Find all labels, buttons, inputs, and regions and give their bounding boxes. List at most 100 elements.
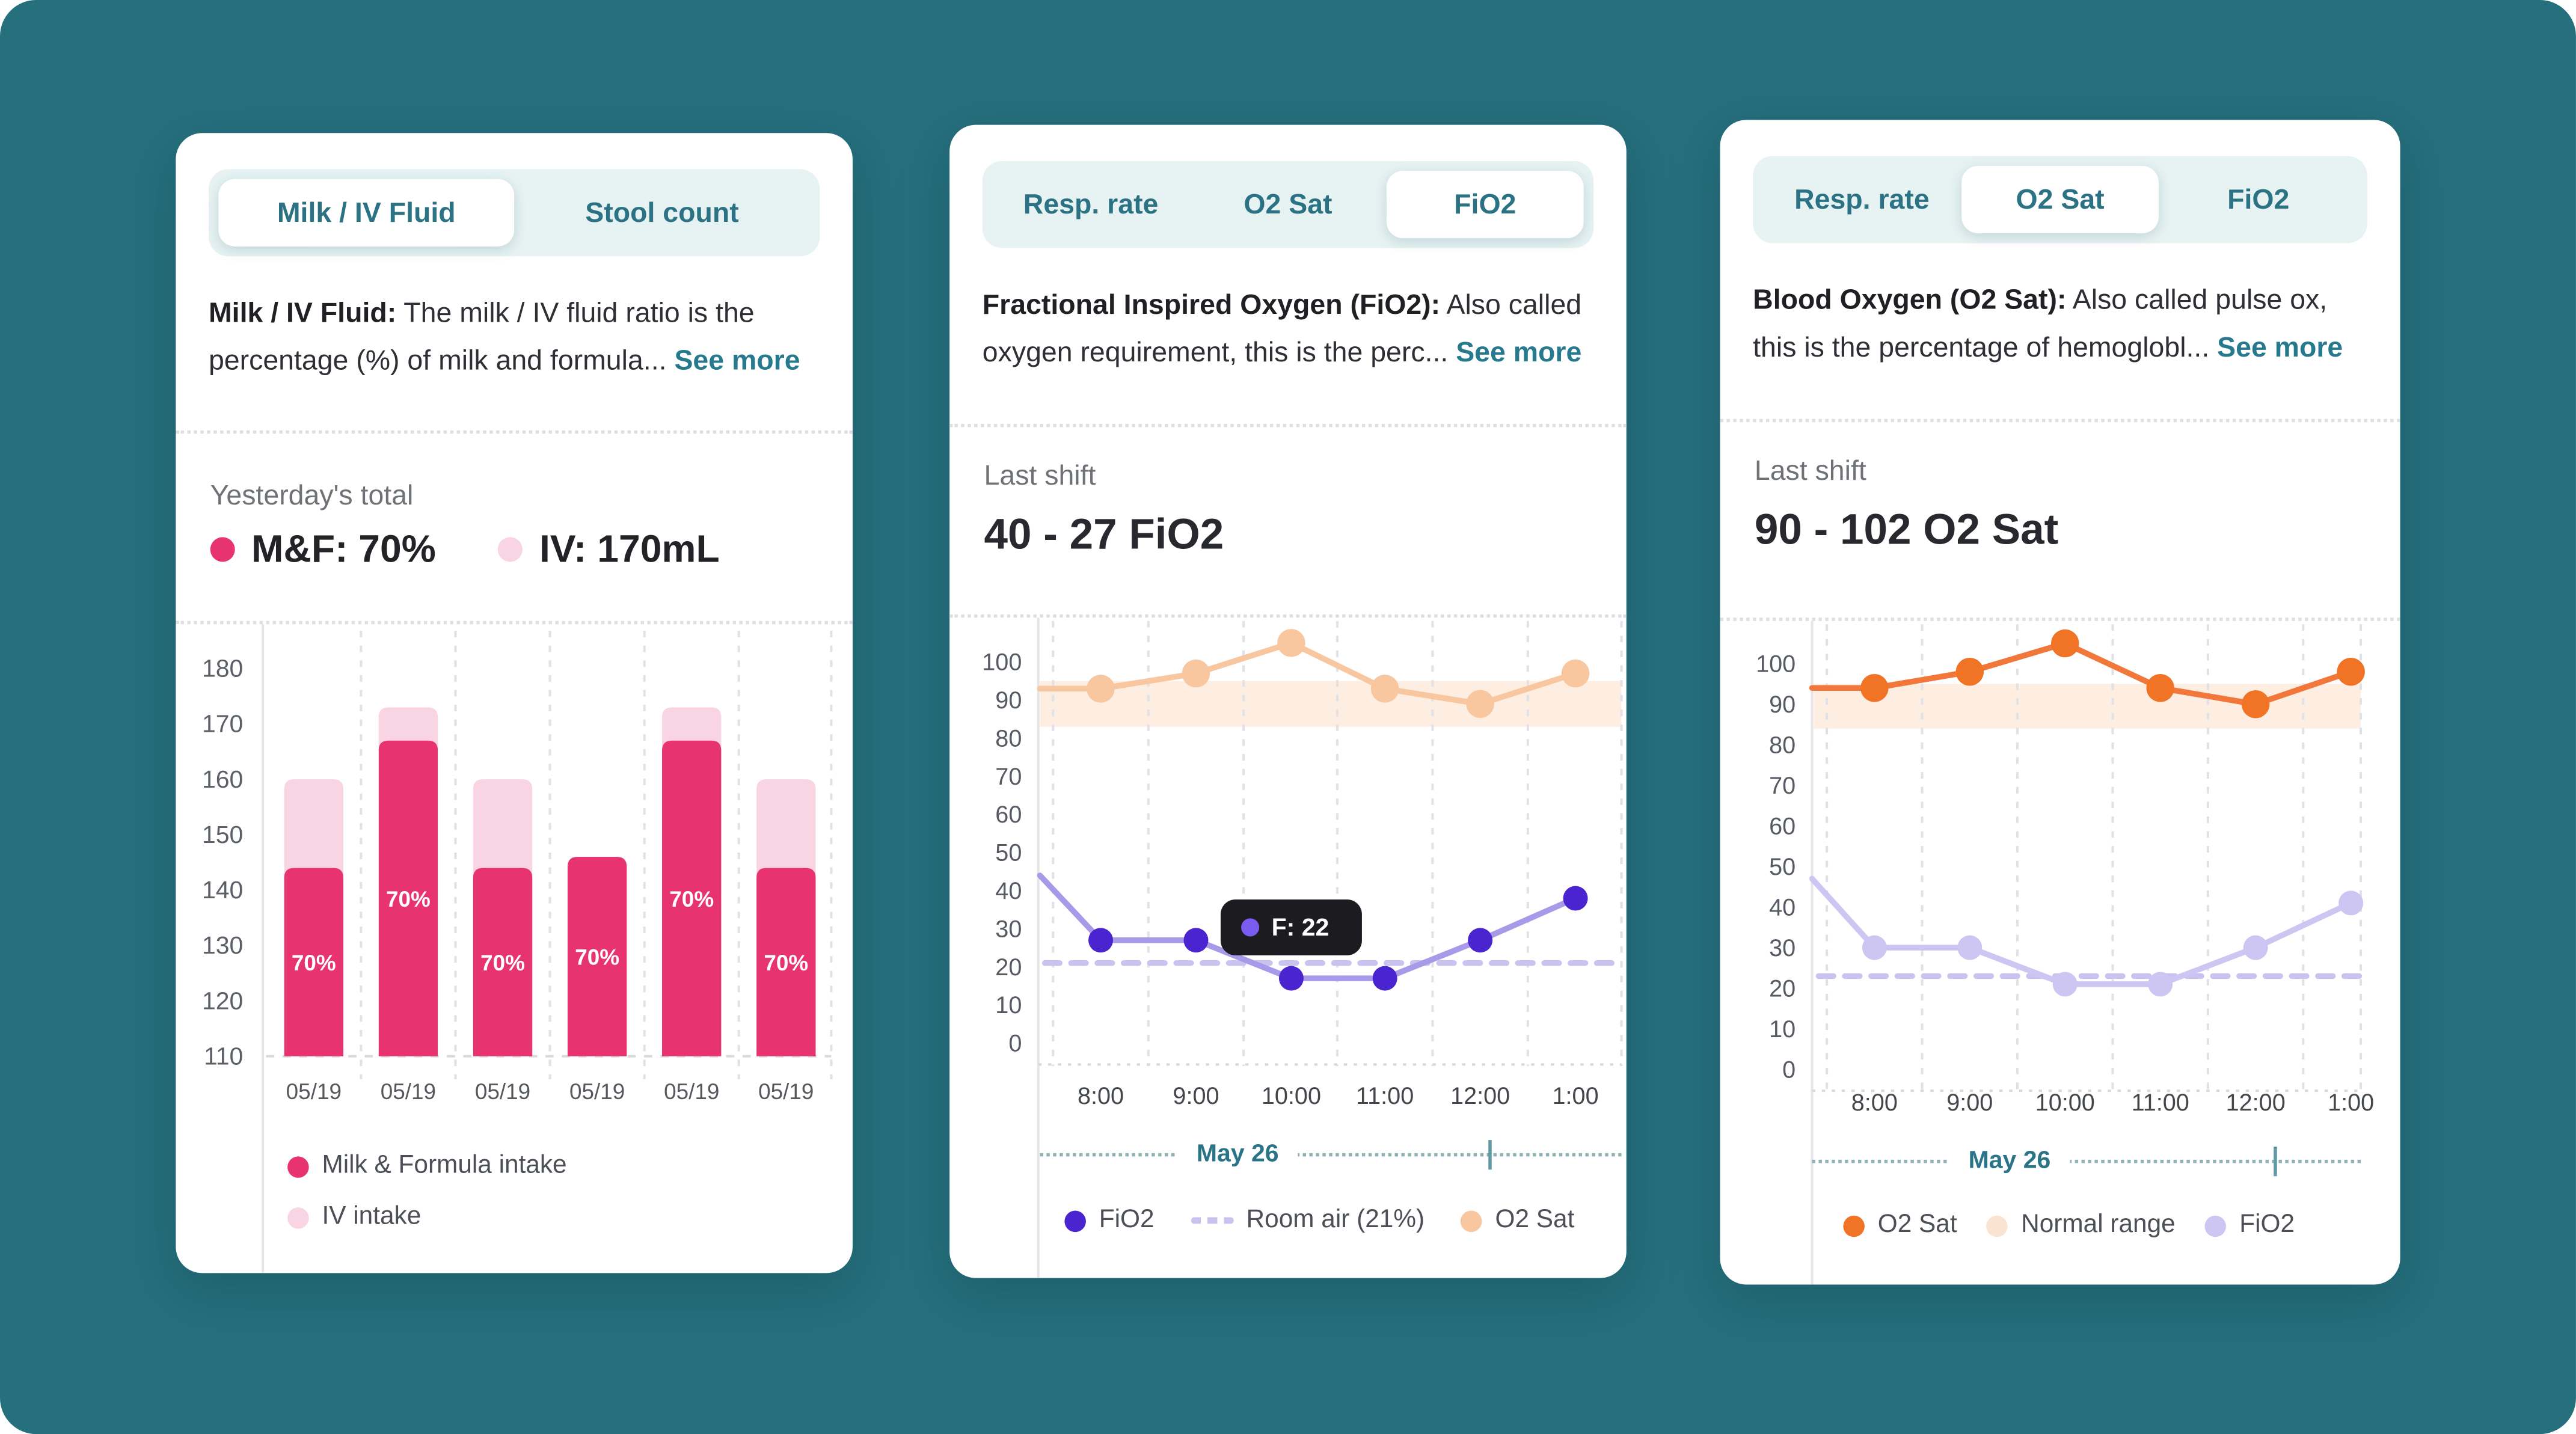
legend-item: FiO2 [1064,1206,1155,1235]
svg-text:70%: 70% [764,951,808,975]
iv-bar-segment [473,779,533,878]
iv-bar-segment [662,707,722,751]
legend-item: Normal range [1986,1210,2176,1240]
legend-item: O2 Sat [1461,1206,1574,1235]
o2sat-description: Blood Oxygen (O2 Sat): Also called pulse… [1753,278,2370,372]
date-timeline: May 26 [1040,1138,1622,1171]
legend-label: FiO2 [2239,1210,2295,1239]
svg-text:05/19: 05/19 [758,1079,814,1104]
timeline-dotted-line [1040,1153,1622,1157]
card-milk-iv-fluid: 110 120 130 140 150 160 170 180 70% 70% 70% 70% 70% 7… [176,133,853,1273]
bars: 70% 70% 70% 70% 70% 70% [284,707,816,1056]
tab-fio2[interactable]: FiO2 [2227,183,2290,215]
fio2-chart-legend: FiO2 Room air (21%) O2 Sat [1064,1206,1574,1235]
mf-bar-segment [662,740,722,1056]
legend-label: IV intake [322,1202,422,1231]
series-O2-Sat [1037,629,1590,718]
see-more-link[interactable]: See more [674,344,800,376]
mf-bar-segment [567,857,627,1056]
svg-text:80: 80 [1769,732,1796,758]
svg-text:140: 140 [202,876,243,904]
svg-text:12:00: 12:00 [1450,1083,1510,1109]
series-FiO2 [1037,872,1588,991]
description-lead: Fractional Inspired Oxygen (FiO2): [982,289,1441,320]
svg-text:70%: 70% [292,951,336,975]
legend-label: O2 Sat [1495,1206,1575,1234]
o2sat-line-chart[interactable]: 0 10 20 30 40 50 60 70 80 90 100 8:00 9:00 10:00 11:00… [1720,120,2400,1285]
tab-resp-rate[interactable]: Resp. rate [1023,188,1159,219]
svg-text:70: 70 [1769,773,1796,799]
iv-intake-dot-icon [287,1206,309,1228]
svg-text:10:00: 10:00 [1262,1083,1321,1109]
svg-text:40: 40 [995,878,1022,904]
gridlines [1826,624,2363,1092]
gridlines [1052,620,1623,1067]
svg-text:110: 110 [204,1042,243,1070]
svg-text:0: 0 [1008,1031,1022,1057]
see-more-link[interactable]: See more [2217,331,2343,363]
svg-text:8:00: 8:00 [1851,1089,1898,1116]
svg-text:9:00: 9:00 [1946,1089,1993,1116]
description-body: Also called pulse ox, this is the percen… [1753,284,2328,363]
normal-range-dot-icon [1986,1215,2008,1236]
iv-bar-segment [378,707,438,751]
tab-stool-count[interactable]: Stool count [585,196,739,228]
svg-text:8:00: 8:00 [1078,1083,1124,1109]
legend-label: Normal range [2021,1210,2176,1239]
tab-resp-rate[interactable]: Resp. rate [1794,183,1930,215]
mf-total-value: M&F: 70% [251,527,436,571]
timeline-date: May 26 [1948,1145,2071,1178]
card-fio2: 0 10 20 30 40 50 60 70 80 90 100 8:00 9:00 10:00 11:00… [949,124,1627,1278]
date-timeline: May 26 [1812,1145,2361,1178]
svg-text:100: 100 [982,649,1022,676]
svg-text:20: 20 [995,954,1022,981]
fio2-dot-icon [1064,1210,1086,1231]
mf-bar-segment [378,740,438,1056]
svg-text:100: 100 [1756,651,1796,677]
mf-bar-segment [473,868,533,1056]
timeline-date: May 26 [1177,1138,1299,1171]
iv-bar-segment [756,779,816,878]
svg-text:170: 170 [202,710,243,738]
fio2-description: Fractional Inspired Oxygen (FiO2): Also … [983,283,1600,376]
tab-milk-iv-fluid[interactable]: Milk / IV Fluid [218,179,515,247]
legend-label: O2 Sat [1877,1210,1957,1239]
tab-fio2[interactable]: FiO2 [1386,171,1584,239]
o2sat-dot-icon [1461,1210,1482,1231]
last-shift-value: 40 - 27 FiO2 [984,509,1224,559]
o2sat-dot-icon [1843,1215,1865,1236]
svg-text:1:00: 1:00 [2328,1089,2374,1116]
svg-text:50: 50 [1769,854,1796,880]
divider [949,614,1627,618]
svg-text:05/19: 05/19 [381,1079,436,1104]
see-more-link[interactable]: See more [1456,336,1582,367]
fio2-line-chart[interactable]: 0 10 20 30 40 50 60 70 80 90 100 8:00 9:00 10:00 11:00… [949,125,1627,1278]
mf-bar-segment [756,868,816,1056]
legend-label: Room air (21%) [1246,1206,1425,1234]
legend-item: O2 Sat [1843,1211,1957,1240]
svg-text:180: 180 [202,655,243,682]
svg-text:30: 30 [1769,935,1796,961]
iv-total-value: IV: 170mL [539,527,720,571]
svg-text:20: 20 [1769,975,1796,1002]
description-lead: Milk / IV Fluid: [208,297,397,329]
svg-text:70: 70 [995,764,1022,790]
svg-text:05/19: 05/19 [569,1079,625,1104]
timeline-tick [1488,1140,1491,1170]
tab-bar-o2sat: Resp. rate O2 Sat FiO2 [1753,156,2367,244]
milk-chart-legend: Milk & Formula intake IV intake [287,1151,567,1232]
svg-text:80: 80 [995,725,1022,752]
tab-o2-sat[interactable]: O2 Sat [1244,188,1332,219]
tab-bar-milk: Milk / IV Fluid Stool count [208,169,820,257]
svg-text:10: 10 [1769,1016,1796,1043]
svg-text:70%: 70% [386,887,431,912]
svg-text:130: 130 [202,931,243,959]
svg-text:10: 10 [995,992,1022,1019]
legend-item: IV intake [287,1203,421,1232]
svg-text:12:00: 12:00 [2226,1089,2286,1116]
svg-text:30: 30 [995,916,1022,942]
yesterdays-total-label: Yesterday's total [210,479,414,511]
tab-o2-sat[interactable]: O2 Sat [1961,165,2159,233]
legend-item: Milk & Formula intake [287,1151,567,1181]
